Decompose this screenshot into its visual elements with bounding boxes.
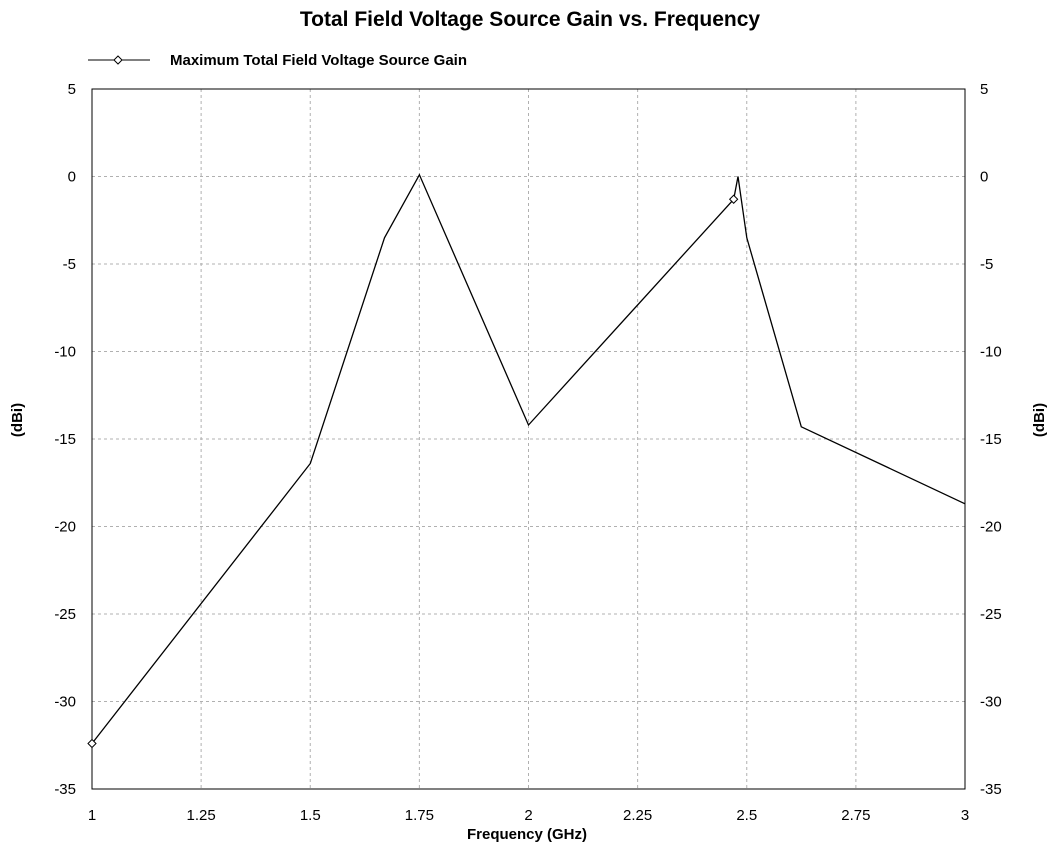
y-axis-label-left: (dBi) <box>9 403 26 437</box>
y-tick-label-left: 0 <box>68 169 76 186</box>
series <box>87 173 966 749</box>
plot-frame <box>91 88 966 790</box>
y-tick-label-right: -15 <box>980 431 1002 448</box>
x-tick-label: 1.75 <box>405 807 434 824</box>
x-tick-label: 2.5 <box>736 807 757 824</box>
y-tick-label-left: -10 <box>54 344 76 361</box>
y-tick-label-left: -15 <box>54 431 76 448</box>
x-tick-label: 2.75 <box>841 807 870 824</box>
y-tick-label-left: 5 <box>68 81 76 98</box>
legend-marker <box>113 55 123 65</box>
x-axis-label: Frequency (GHz) <box>467 826 587 843</box>
x-tick-label: 2.25 <box>623 807 652 824</box>
y-tick-label-right: 0 <box>980 169 988 186</box>
y-tick-label-left: -5 <box>63 256 76 273</box>
y-tick-label-left: -25 <box>54 606 76 623</box>
y-tick-label-right: -10 <box>980 344 1002 361</box>
legend: Maximum Total Field Voltage Source Gain <box>88 52 467 69</box>
chart-title: Total Field Voltage Source Gain vs. Freq… <box>300 8 760 31</box>
tick-labels: 1 1.25 1.5 1.75 2 2.25 2.5 2.75 3 5 5 0 0 -5 -5 -10 -10 -… <box>54 81 1001 824</box>
y-tick-label-right: 5 <box>980 81 988 98</box>
y-axis-label-right: (dBi) <box>1031 403 1048 437</box>
y-tick-label-right: -30 <box>980 694 1002 711</box>
series-line <box>91 173 966 744</box>
grid <box>92 89 965 789</box>
x-tick-label: 1 <box>88 807 96 824</box>
x-tick-label: 2 <box>524 807 532 824</box>
y-tick-label-right: -35 <box>980 781 1002 798</box>
y-tick-label-left: -30 <box>54 694 76 711</box>
data-point-marker <box>728 194 739 204</box>
data-point-marker <box>87 738 97 749</box>
legend-label: Maximum Total Field Voltage Source Gain <box>170 52 467 69</box>
y-tick-label-right: -5 <box>980 256 993 273</box>
x-tick-label: 1.5 <box>300 807 321 824</box>
y-tick-label-right: -20 <box>980 519 1002 536</box>
x-tick-label: 3 <box>961 807 969 824</box>
y-tick-label-left: -35 <box>54 781 76 798</box>
y-tick-label-right: -25 <box>980 606 1002 623</box>
x-tick-label: 1.25 <box>187 807 216 824</box>
y-tick-label-left: -20 <box>54 519 76 536</box>
